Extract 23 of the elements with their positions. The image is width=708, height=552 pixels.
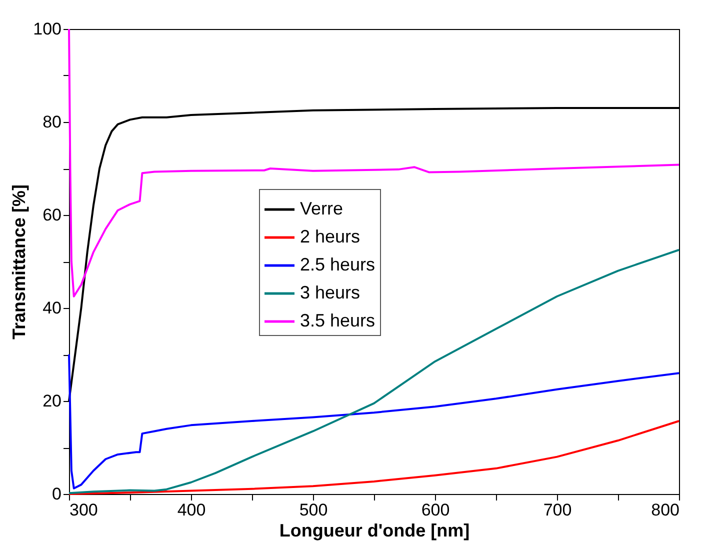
legend-label: 2.5 heurs [300, 254, 376, 274]
y-tick-label: 100 [33, 20, 62, 38]
y-tick-label: 60 [42, 206, 62, 224]
x-tick-label: 800 [651, 500, 680, 520]
line-series [68, 248, 680, 494]
y-tick-label: 80 [42, 112, 62, 132]
legend-label: 3 heurs [300, 282, 360, 302]
line-series [68, 354, 680, 490]
x-tick-label: 600 [421, 500, 450, 520]
line-series [68, 420, 680, 495]
legend-label: Verre [300, 198, 344, 218]
x-tick-label: 500 [299, 500, 328, 520]
y-tick-label: 20 [42, 392, 62, 410]
legend-label: 2 heurs [300, 226, 360, 246]
x-tick-label: 400 [177, 500, 206, 520]
x-axis-title: Longueur d'onde [nm] [279, 520, 470, 540]
y-tick-label: 40 [42, 298, 62, 318]
legend-label: 3.5 heurs [300, 310, 376, 330]
x-tick-label: 700 [543, 500, 572, 520]
y-tick-label: 0 [52, 484, 62, 504]
y-axis-title: Transmittance [%] [9, 184, 30, 340]
line-series [68, 28, 680, 298]
x-tick-label: 300 [70, 500, 98, 520]
